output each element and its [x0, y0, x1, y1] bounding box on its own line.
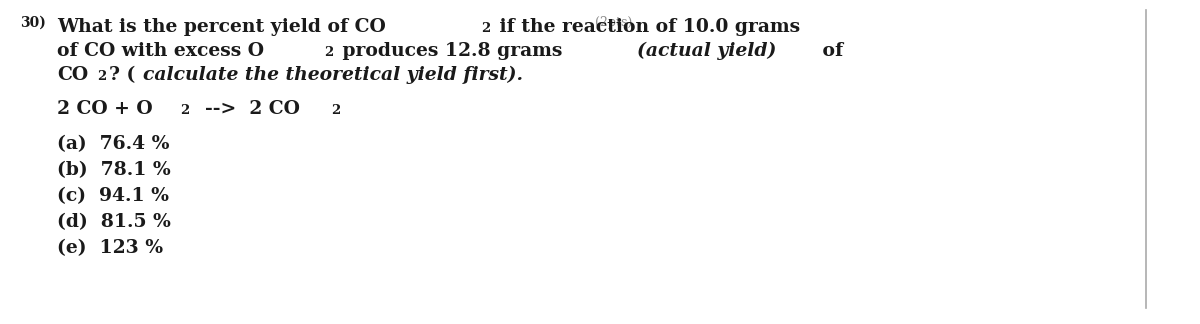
Text: 30): 30)	[20, 16, 46, 30]
Text: calculate the theoretical yield first).: calculate the theoretical yield first).	[143, 66, 523, 84]
Text: What is the percent yield of CO: What is the percent yield of CO	[58, 18, 385, 36]
Text: if the reaction of 10.0 grams: if the reaction of 10.0 grams	[493, 18, 800, 36]
Text: (d)  81.5 %: (d) 81.5 %	[58, 213, 170, 231]
Text: (c)  94.1 %: (c) 94.1 %	[58, 187, 169, 205]
Text: (a)  76.4 %: (a) 76.4 %	[58, 135, 169, 153]
Text: 2: 2	[180, 104, 190, 117]
Text: 2 CO + O: 2 CO + O	[58, 100, 152, 118]
Text: of: of	[816, 42, 844, 60]
Text: 2: 2	[331, 104, 341, 117]
Text: 2: 2	[324, 46, 334, 59]
Text: ? (: ? (	[109, 66, 136, 84]
Text: 2: 2	[481, 22, 491, 35]
Text: CO: CO	[58, 66, 88, 84]
Text: 2: 2	[97, 70, 107, 83]
Text: (2pts): (2pts)	[595, 16, 632, 29]
Text: of CO with excess O: of CO with excess O	[58, 42, 264, 60]
Text: -->  2 CO: --> 2 CO	[192, 100, 300, 118]
Text: (e)  123 %: (e) 123 %	[58, 239, 163, 257]
Text: (actual yield): (actual yield)	[636, 42, 776, 60]
Text: (b)  78.1 %: (b) 78.1 %	[58, 161, 170, 179]
Text: produces 12.8 grams: produces 12.8 grams	[336, 42, 569, 60]
